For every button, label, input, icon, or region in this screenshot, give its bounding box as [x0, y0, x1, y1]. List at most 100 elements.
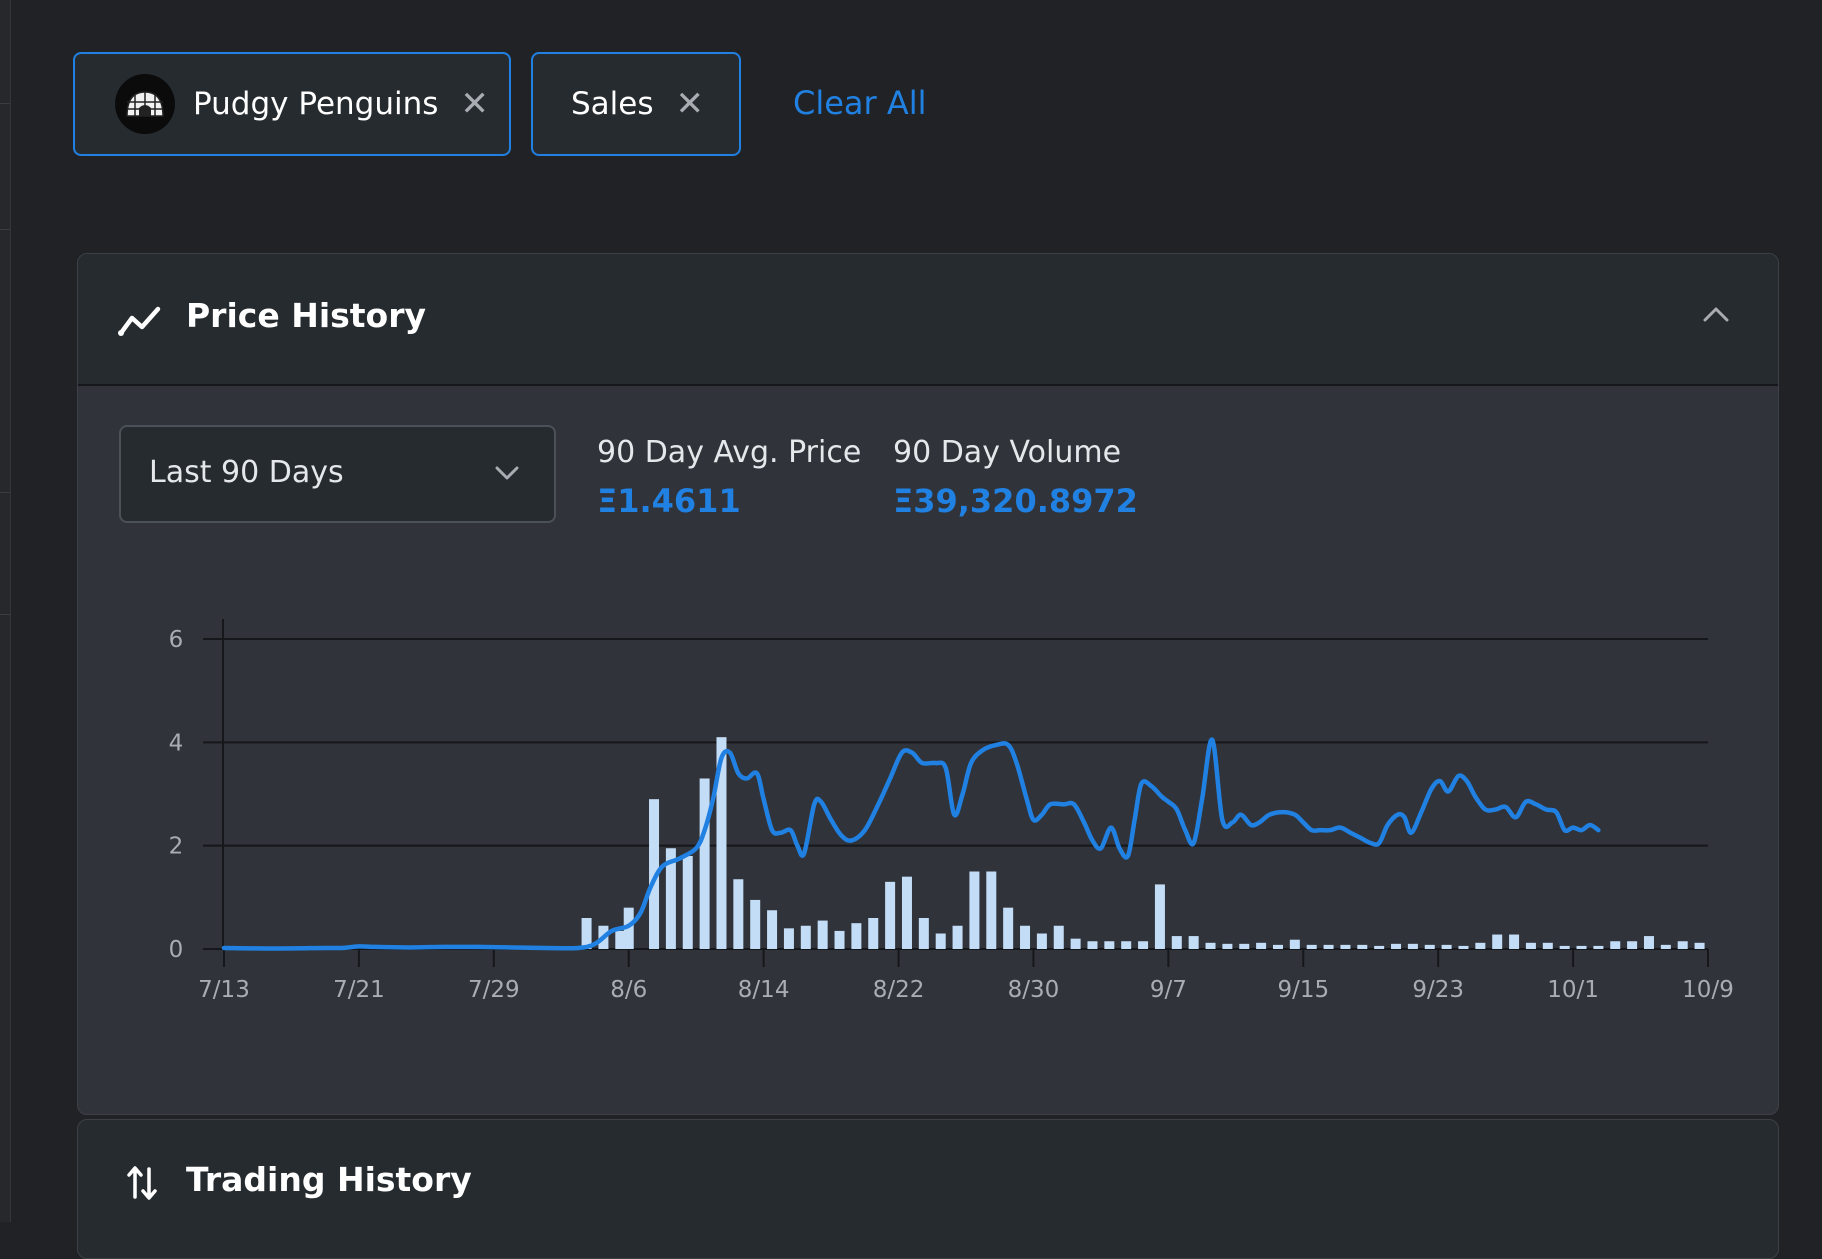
volume-bar	[1458, 945, 1469, 949]
volume-bar	[1424, 944, 1435, 949]
x-tick-label: 10/9	[1682, 977, 1734, 1003]
filter-chip-event-type[interactable]: Sales ✕	[531, 52, 741, 156]
volume-bar	[1104, 941, 1115, 949]
volume-bar	[1660, 944, 1671, 949]
avg-price-value: Ξ1.4611	[597, 482, 741, 520]
x-tick-label: 9/7	[1150, 977, 1187, 1003]
volume-bar	[1222, 943, 1233, 949]
volume-bar	[952, 925, 963, 949]
x-tick-label: 10/1	[1547, 977, 1599, 1003]
volume-bar	[1154, 884, 1165, 949]
volume-bar	[623, 907, 634, 949]
x-tick-label: 8/22	[873, 977, 925, 1003]
chip-label: Sales	[571, 86, 654, 122]
left-rail	[0, 0, 11, 1222]
avg-price-label: 90 Day Avg. Price	[597, 435, 862, 470]
volume-bar	[1627, 941, 1638, 949]
chevron-up-icon[interactable]	[1702, 305, 1730, 323]
volume-bar	[767, 910, 778, 949]
volume-bar	[1407, 943, 1418, 949]
volume-value: Ξ39,320.8972	[893, 482, 1138, 520]
volume-bar	[1357, 944, 1368, 949]
price-history-chart: 0 2 4 6 7/13 7/21 7/29 8/6 8/14 8/22 8/30 9/7 9/15 9/…	[169, 619, 1734, 1003]
volume-bar	[969, 871, 980, 949]
igloo-icon	[126, 91, 164, 117]
volume-bar	[649, 799, 660, 949]
chip-label: Pudgy Penguins	[193, 86, 439, 122]
filter-chip-collection[interactable]: Pudgy Penguins ✕	[73, 52, 511, 156]
volume-bar	[750, 899, 761, 949]
volume-bar	[1542, 942, 1553, 949]
volume-bar	[868, 918, 879, 949]
volume-bar	[699, 778, 710, 949]
volume-bar	[1677, 941, 1688, 949]
volume-bar	[1188, 936, 1199, 949]
rail-divider	[0, 229, 10, 230]
volume-bar	[665, 848, 676, 949]
clear-all-link[interactable]: Clear All	[793, 84, 927, 122]
volume-bar	[1492, 934, 1503, 949]
volume-bar	[1036, 933, 1047, 949]
volume-bar	[1306, 944, 1317, 949]
volume-bar	[1576, 945, 1587, 949]
volume-bar	[1509, 934, 1520, 949]
volume-bar	[1171, 936, 1182, 949]
volume-bar	[1121, 941, 1132, 949]
price-line	[221, 737, 1601, 951]
volume-bar	[817, 920, 828, 949]
volume-bar	[1559, 945, 1570, 949]
volume-bar	[1610, 941, 1621, 949]
volume-bar	[1053, 925, 1064, 949]
volume-bar	[1441, 944, 1452, 949]
volume-bar	[1138, 941, 1149, 949]
x-tick-label: 7/29	[468, 977, 520, 1003]
volume-bar	[851, 923, 862, 949]
volume-bar	[800, 925, 811, 949]
price-history-panel: Price History Last 90 Days 90 Day Avg. P…	[77, 253, 1779, 1115]
volume-bar	[935, 933, 946, 949]
volume-bar	[1323, 944, 1334, 949]
panel-title: Price History	[186, 296, 427, 335]
x-tick-label: 8/14	[738, 977, 790, 1003]
volume-bar	[581, 918, 592, 949]
x-tick-label: 7/21	[333, 977, 385, 1003]
panel-title: Trading History	[186, 1160, 472, 1199]
volume-bar	[1593, 945, 1604, 949]
y-tick-label: 4	[169, 730, 184, 756]
x-tick-label: 8/30	[1008, 977, 1060, 1003]
volume-bar	[783, 928, 794, 949]
volume-bar	[1070, 938, 1081, 949]
volume-bar	[716, 737, 727, 949]
remove-filter-icon[interactable]: ✕	[460, 84, 489, 124]
volume-bar	[834, 930, 845, 949]
x-tick-label: 8/6	[610, 977, 647, 1003]
volume-bar	[918, 918, 929, 949]
x-tick-label: 9/23	[1412, 977, 1464, 1003]
volume-bar	[885, 881, 896, 949]
volume-bar	[1525, 942, 1536, 949]
y-tick-label: 2	[169, 834, 184, 860]
rail-divider	[0, 492, 10, 493]
volume-bar	[1272, 944, 1283, 949]
collection-avatar	[115, 74, 175, 134]
time-range-select[interactable]: Last 90 Days	[119, 425, 556, 523]
rail-divider	[0, 103, 10, 104]
volume-bar	[682, 856, 693, 949]
y-tick-label: 0	[169, 937, 184, 963]
volume-bar	[1003, 907, 1014, 949]
remove-filter-icon[interactable]: ✕	[675, 84, 705, 124]
trending-line-icon	[118, 306, 161, 336]
volume-bar	[1374, 945, 1385, 949]
trading-history-panel[interactable]: Trading History	[77, 1119, 1779, 1259]
x-tick-label: 7/13	[198, 977, 250, 1003]
volume-bar	[1475, 942, 1486, 949]
volume-bar	[615, 930, 626, 949]
volume-bar	[733, 879, 744, 949]
volume-bar	[1087, 941, 1098, 949]
chevron-down-icon	[495, 466, 519, 480]
volume-bar	[901, 876, 912, 949]
swap-vertical-icon	[127, 1166, 157, 1200]
price-history-header[interactable]: Price History	[78, 254, 1778, 386]
volume-bar	[1256, 942, 1267, 949]
rail-divider	[0, 614, 10, 615]
